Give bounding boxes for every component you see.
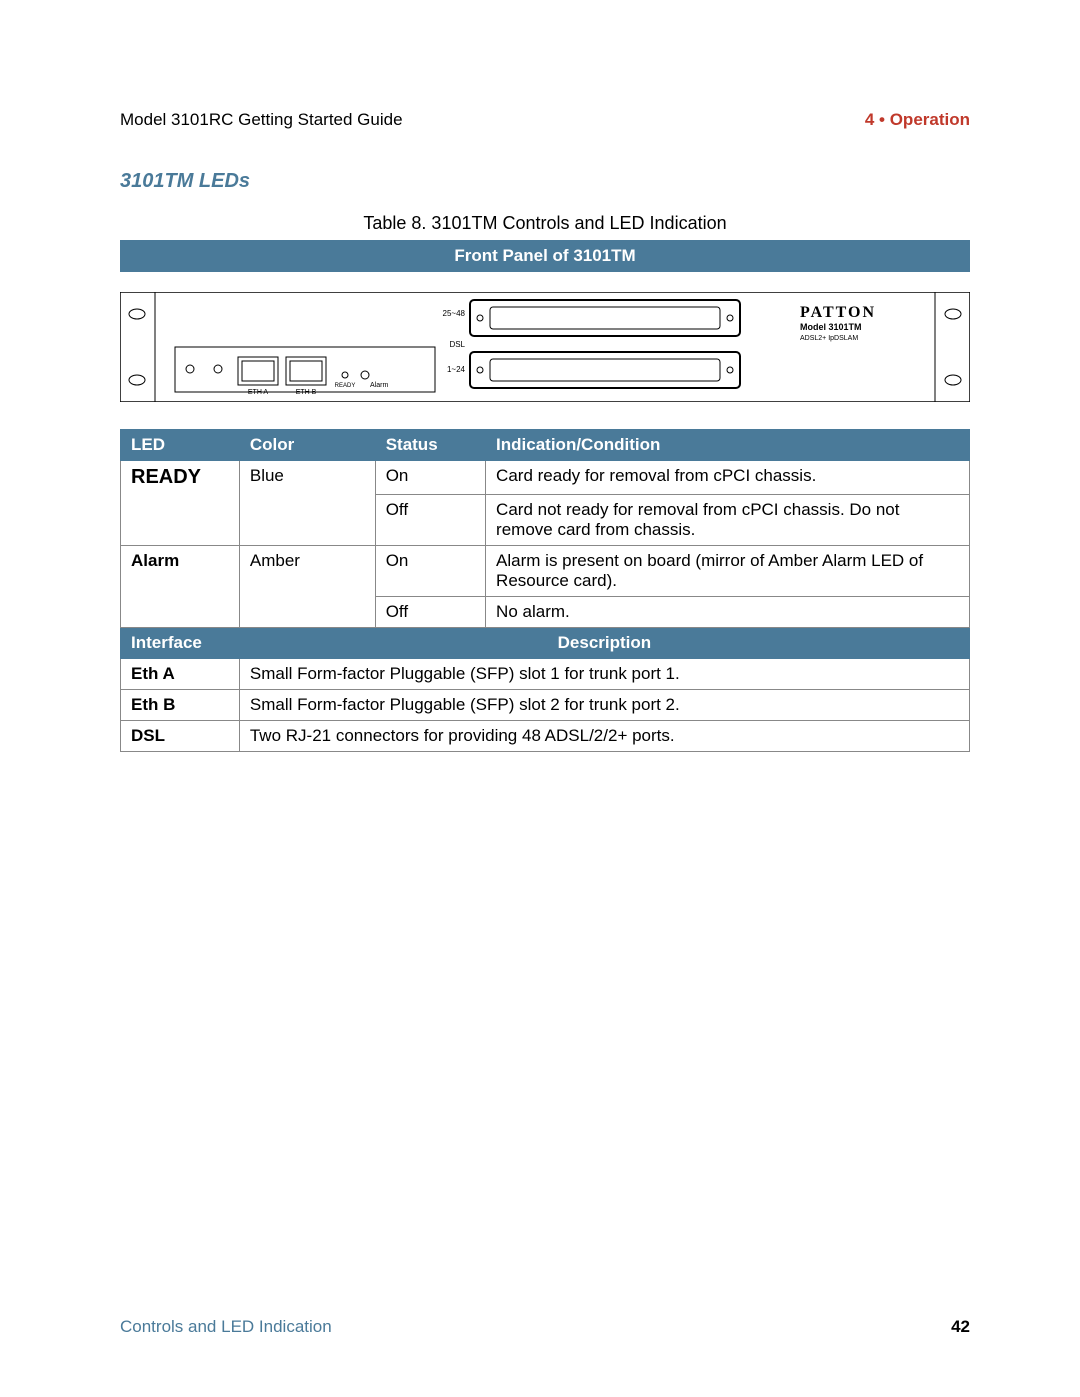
dsl-1-24-label: 1~24 [447, 365, 466, 374]
th-led: LED [121, 430, 240, 461]
page-header: Model 3101RC Getting Started Guide 4 • O… [120, 110, 970, 130]
cell-color [239, 596, 375, 627]
brand-label: PATTON [800, 304, 876, 321]
led-table: LED Color Status Indication/Condition RE… [120, 429, 970, 752]
table-caption: Table 8. 3101TM Controls and LED Indicat… [120, 213, 970, 234]
page-footer: Controls and LED Indication 42 [120, 1317, 970, 1337]
banner-front-panel: Front Panel of 3101TM [120, 240, 970, 272]
th-description: Description [239, 627, 969, 658]
cell-condition: No alarm. [486, 596, 970, 627]
th-interface: Interface [121, 627, 240, 658]
cell-condition: Card ready for removal from cPCI chassis… [486, 461, 970, 495]
cell-led [121, 494, 240, 545]
dsl-25-48-label: 25~48 [443, 309, 466, 318]
cell-condition: Card not ready for removal from cPCI cha… [486, 494, 970, 545]
footer-left: Controls and LED Indication [120, 1317, 332, 1337]
model-label: Model 3101TM [800, 322, 862, 332]
footer-page-number: 42 [951, 1317, 970, 1337]
table-row: Off No alarm. [121, 596, 970, 627]
table-row: Eth A Small Form-factor Pluggable (SFP) … [121, 658, 970, 689]
header-left: Model 3101RC Getting Started Guide [120, 110, 403, 130]
th-indication: Indication/Condition [486, 430, 970, 461]
cell-color: Blue [239, 461, 375, 495]
table-header-row: Interface Description [121, 627, 970, 658]
cell-interface: DSL [121, 720, 240, 751]
cell-status: On [375, 461, 485, 495]
cell-description: Two RJ-21 connectors for providing 48 AD… [239, 720, 969, 751]
th-color: Color [239, 430, 375, 461]
dsl-label: DSL [449, 340, 465, 349]
cell-interface: Eth B [121, 689, 240, 720]
eth-a-label: ETH A [248, 389, 269, 396]
cell-status: Off [375, 494, 485, 545]
th-status: Status [375, 430, 485, 461]
table-row: DSL Two RJ-21 connectors for providing 4… [121, 720, 970, 751]
cell-led [121, 596, 240, 627]
cell-color [239, 494, 375, 545]
alarm-led-label: Alarm [370, 382, 388, 389]
section-title: 3101TM LEDs [120, 170, 970, 193]
cell-led: READY [121, 461, 240, 495]
cell-description: Small Form-factor Pluggable (SFP) slot 1… [239, 658, 969, 689]
cell-interface: Eth A [121, 658, 240, 689]
cell-status: On [375, 545, 485, 596]
eth-b-label: ETH B [296, 389, 317, 396]
table-row: Alarm Amber On Alarm is present on board… [121, 545, 970, 596]
cell-led: Alarm [121, 545, 240, 596]
header-right: 4 • Operation [865, 110, 970, 130]
sub-label: ADSL2+ IpDSLAM [800, 335, 858, 342]
table-row: READY Blue On Card ready for removal fro… [121, 461, 970, 495]
cell-description: Small Form-factor Pluggable (SFP) slot 2… [239, 689, 969, 720]
cell-color: Amber [239, 545, 375, 596]
ready-led-label: READY [335, 383, 356, 389]
front-panel-diagram: ETH A ETH B READY Alarm 25~48 DSL 1~24 P… [120, 292, 970, 402]
table-row: Off Card not ready for removal from cPCI… [121, 494, 970, 545]
table-header-row: LED Color Status Indication/Condition [121, 430, 970, 461]
cell-condition: Alarm is present on board (mirror of Amb… [486, 545, 970, 596]
cell-status: Off [375, 596, 485, 627]
table-row: Eth B Small Form-factor Pluggable (SFP) … [121, 689, 970, 720]
